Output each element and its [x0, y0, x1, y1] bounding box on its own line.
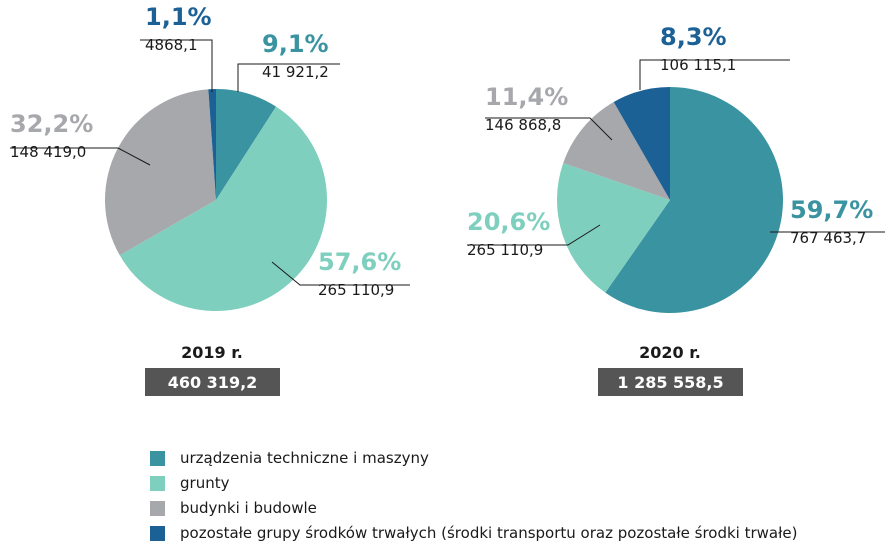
percent-label: 1,1% — [145, 3, 212, 31]
pie-slice — [208, 89, 216, 200]
pie-slice — [613, 87, 670, 200]
amount-label: 265 110,9 — [318, 281, 394, 299]
total-label: 1 285 558,5 — [617, 373, 723, 392]
leader-line — [237, 63, 340, 92]
legend-label: pozostałe grupy środków trwałych (środki… — [180, 524, 797, 542]
total-label: 460 319,2 — [168, 373, 258, 392]
leader-line — [10, 147, 151, 166]
legend-swatch — [150, 476, 165, 491]
leader-line — [271, 261, 410, 286]
legend-label: budynki i budowle — [180, 499, 317, 517]
legend-swatch — [150, 526, 165, 541]
leader-line — [485, 117, 613, 141]
legend-swatch — [150, 501, 165, 516]
year-label: 2020 r. — [639, 343, 701, 362]
amount-label: 4868,1 — [145, 36, 198, 54]
amount-label: 767 463,7 — [790, 229, 866, 247]
percent-label: 57,6% — [318, 248, 401, 276]
legend-swatch — [150, 451, 165, 466]
total-box — [145, 368, 280, 396]
pie-slice — [563, 102, 670, 200]
pie-slice — [216, 89, 277, 200]
amount-label: 148 419,0 — [10, 143, 86, 161]
amount-label: 146 868,8 — [485, 116, 561, 134]
percent-label: 8,3% — [660, 23, 727, 51]
amount-label: 41 921,2 — [262, 63, 329, 81]
pie-slice — [105, 89, 216, 256]
year-label: 2019 r. — [181, 343, 243, 362]
percent-label: 9,1% — [262, 30, 329, 58]
legend-label: grunty — [180, 474, 230, 492]
amount-label: 265 110,9 — [467, 241, 543, 259]
pie-slice — [556, 163, 670, 293]
leader-line — [639, 59, 790, 90]
leader-line — [467, 224, 601, 246]
pie-slice — [119, 106, 327, 311]
percent-label: 32,2% — [10, 110, 93, 138]
legend-label: urządzenia techniczne i maszyny — [180, 449, 429, 467]
percent-label: 59,7% — [790, 196, 873, 224]
amount-label: 106 115,1 — [660, 56, 736, 74]
percent-label: 11,4% — [485, 83, 568, 111]
total-box — [598, 368, 743, 396]
percent-label: 20,6% — [467, 208, 550, 236]
leader-line — [140, 39, 213, 92]
pie-slice — [605, 87, 783, 313]
